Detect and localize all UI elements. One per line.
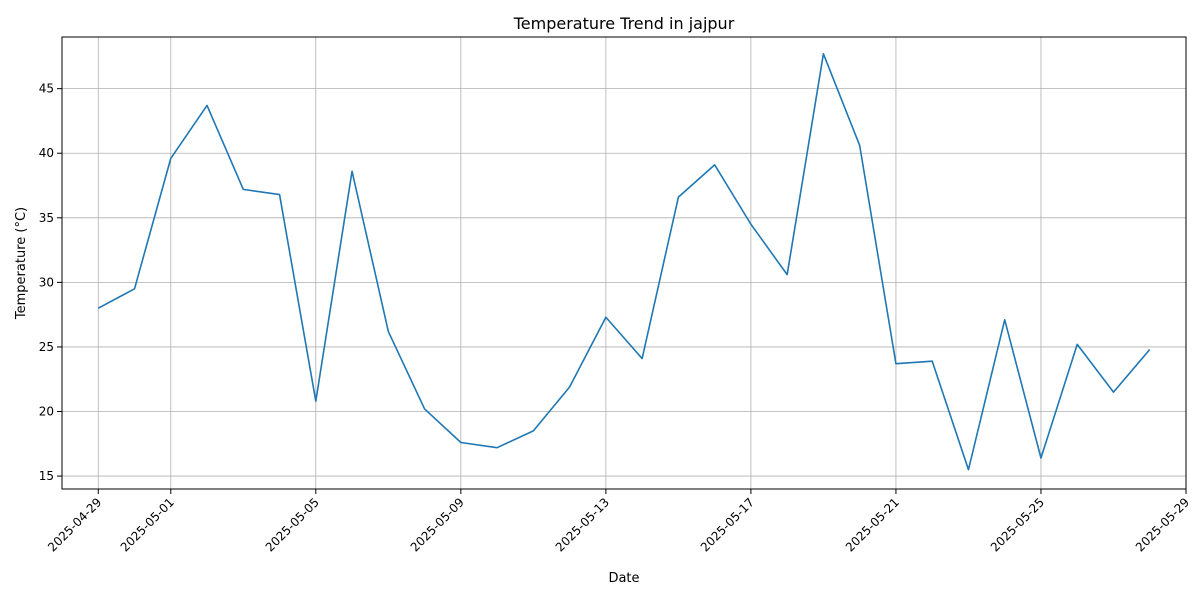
x-axis-title: Date: [608, 571, 639, 586]
y-tick-label: 35: [39, 211, 54, 225]
data-point: [750, 223, 752, 225]
data-point: [931, 360, 933, 362]
y-tick-label: 20: [39, 405, 54, 419]
y-tick-label: 40: [39, 146, 54, 160]
data-point: [496, 446, 498, 448]
data-point: [170, 157, 172, 159]
data-point: [1040, 457, 1042, 459]
data-point: [423, 408, 425, 410]
data-point: [786, 273, 788, 275]
data-point: [97, 307, 99, 309]
data-point: [1004, 319, 1006, 321]
data-point: [351, 170, 353, 172]
data-point: [605, 316, 607, 318]
data-point: [713, 164, 715, 166]
data-point: [895, 363, 897, 365]
y-axis-title: Temperature (°C): [14, 207, 29, 320]
data-point: [315, 400, 317, 402]
data-point: [206, 104, 208, 106]
data-point: [967, 468, 969, 470]
data-point: [858, 144, 860, 146]
y-tick-label: 45: [39, 82, 54, 96]
data-point: [278, 193, 280, 195]
data-point: [460, 441, 462, 443]
data-point: [1112, 391, 1114, 393]
data-point: [1149, 348, 1151, 350]
y-tick-label: 15: [39, 469, 54, 483]
y-tick-label: 25: [39, 340, 54, 354]
plot-frame: [61, 36, 1187, 490]
data-point: [532, 430, 534, 432]
temperature-series-line: [97, 52, 1151, 471]
data-point: [677, 196, 679, 198]
series-layer: [97, 52, 1151, 471]
y-tick-label: 30: [39, 275, 54, 289]
data-point: [1076, 343, 1078, 345]
data-point: [133, 288, 135, 290]
data-point: [242, 188, 244, 190]
data-point: [568, 386, 570, 388]
chart-title: Temperature Trend in jajpur: [513, 14, 735, 33]
data-point: [641, 357, 643, 359]
data-point: [387, 330, 389, 332]
data-point: [822, 53, 824, 55]
